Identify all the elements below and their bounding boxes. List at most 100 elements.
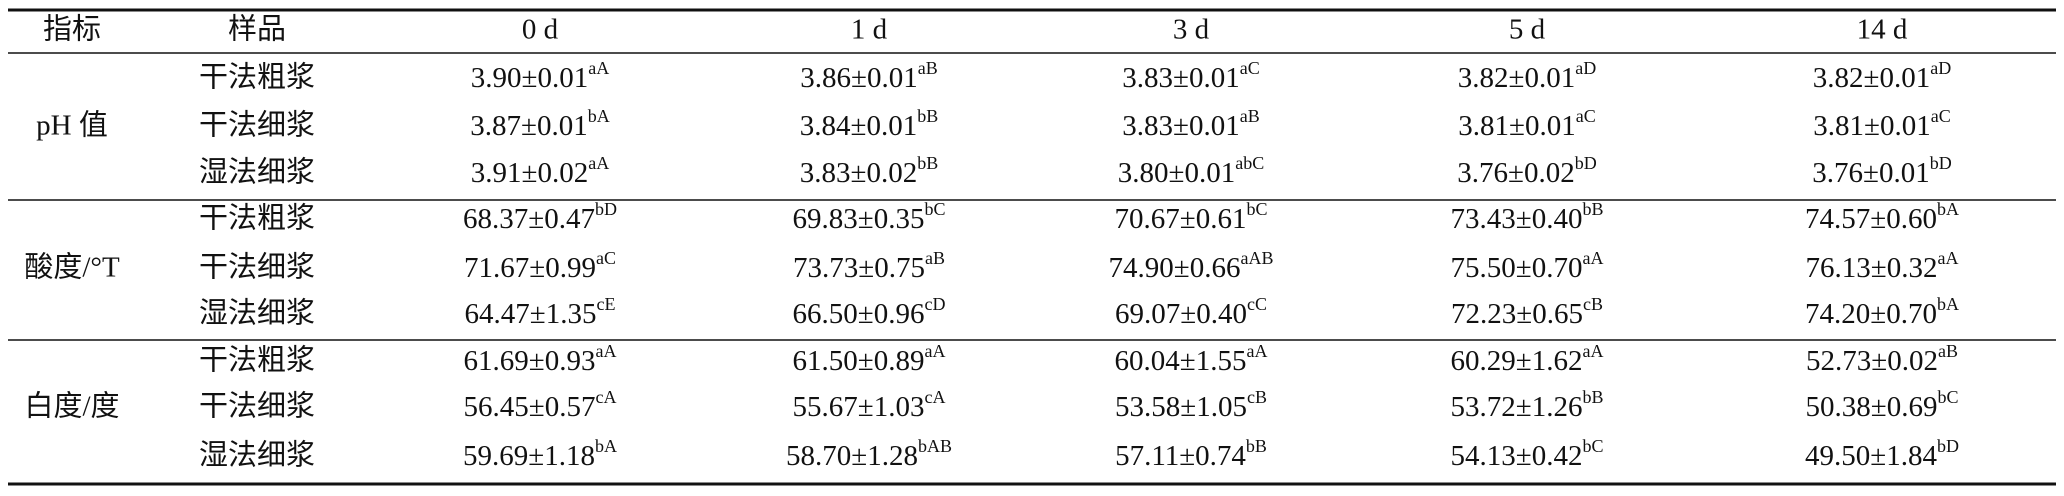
- value-cell: 3.76±0.02bD: [1457, 153, 1596, 189]
- significance: aA: [1582, 248, 1603, 268]
- significance: aB: [1938, 341, 1958, 361]
- value: 57.11±0.74: [1115, 440, 1246, 472]
- value-cell: 73.43±0.40bB: [1451, 199, 1604, 235]
- value-cell: 3.84±0.01bB: [800, 106, 938, 142]
- value-cell: 3.86±0.01aB: [800, 58, 937, 94]
- significance: aA: [595, 341, 616, 361]
- significance: bB: [1582, 199, 1603, 219]
- significance: bB: [917, 106, 938, 126]
- sample: 湿法细浆: [199, 156, 315, 189]
- value-cell: 3.83±0.01aC: [1122, 58, 1259, 94]
- value: 3.76±0.01: [1812, 157, 1929, 189]
- value: 60.04±1.55: [1115, 345, 1247, 377]
- significance: bB: [1582, 387, 1603, 407]
- value: 3.90±0.01: [471, 62, 588, 94]
- value-cell: 3.82±0.01aD: [1813, 58, 1951, 94]
- value: 53.72±1.26: [1451, 391, 1583, 423]
- significance: aC: [1931, 106, 1951, 126]
- significance: cB: [1583, 294, 1603, 314]
- significance: bD: [1575, 153, 1597, 173]
- value-cell: 71.67±0.99aC: [464, 248, 616, 284]
- header-cell: 1 d: [851, 14, 888, 46]
- significance: bC: [1246, 199, 1267, 219]
- significance: abC: [1235, 153, 1264, 173]
- value-cell: 3.81±0.01aC: [1458, 106, 1595, 142]
- value: 53.58±1.05: [1115, 391, 1247, 423]
- header-cell: 3 d: [1173, 14, 1210, 46]
- indicator: 酸度/°T: [24, 251, 120, 284]
- value: 3.82±0.01: [1458, 62, 1575, 94]
- value-cell: 53.72±1.26bB: [1451, 387, 1604, 423]
- significance: bC: [1937, 387, 1958, 407]
- sample: 湿法细浆: [199, 439, 315, 472]
- significance: bD: [1930, 153, 1952, 173]
- value-cell: 61.50±0.89aA: [793, 341, 946, 377]
- value-cell: 3.82±0.01aD: [1458, 58, 1596, 94]
- significance: bA: [1937, 294, 1959, 314]
- value: 64.47±1.35: [465, 298, 597, 330]
- significance: cA: [924, 387, 945, 407]
- value: 60.29±1.62: [1451, 345, 1583, 377]
- value: 69.83±0.35: [793, 203, 925, 235]
- value: 59.69±1.18: [463, 440, 595, 472]
- sample: 干法细浆: [199, 251, 315, 284]
- value: 70.67±0.61: [1115, 203, 1247, 235]
- value: 72.23±0.65: [1451, 298, 1583, 330]
- significance: bB: [1246, 436, 1267, 456]
- value-cell: 3.87±0.01bA: [470, 106, 609, 142]
- value-cell: 74.90±0.66aAB: [1109, 248, 1274, 284]
- significance: aC: [1576, 106, 1596, 126]
- sample: 湿法细浆: [199, 297, 315, 330]
- value: 61.50±0.89: [793, 345, 925, 377]
- value: 3.83±0.01: [1122, 110, 1239, 142]
- value-cell: 3.90±0.01aA: [471, 58, 609, 94]
- indicator: 白度/度: [24, 390, 119, 423]
- significance: aA: [924, 341, 945, 361]
- significance: aD: [1930, 58, 1951, 78]
- indicator: pH 值: [36, 109, 108, 142]
- value-cell: 3.80±0.01abC: [1118, 153, 1264, 189]
- value-cell: 50.38±0.69bC: [1806, 387, 1959, 423]
- header-cell: 14 d: [1857, 14, 1908, 46]
- value: 74.20±0.70: [1805, 298, 1937, 330]
- value: 3.91±0.02: [471, 157, 588, 189]
- significance: cA: [595, 387, 616, 407]
- value-cell: 57.11±0.74bB: [1115, 436, 1267, 472]
- value: 54.13±0.42: [1451, 440, 1583, 472]
- value: 50.38±0.69: [1806, 391, 1938, 423]
- significance: bAB: [918, 436, 952, 456]
- significance: aA: [588, 153, 609, 173]
- value-cell: 64.47±1.35cE: [465, 294, 616, 330]
- value: 49.50±1.84: [1805, 440, 1937, 472]
- value-cell: 74.20±0.70bA: [1805, 294, 1959, 330]
- significance: cE: [596, 294, 615, 314]
- value: 3.82±0.01: [1813, 62, 1930, 94]
- significance: aD: [1575, 58, 1596, 78]
- value: 74.90±0.66: [1109, 252, 1241, 284]
- significance: bD: [1937, 436, 1959, 456]
- value-cell: 73.73±0.75aB: [793, 248, 945, 284]
- significance: bA: [588, 106, 610, 126]
- significance: aB: [1240, 106, 1260, 126]
- header-cell: 样品: [228, 13, 286, 46]
- value: 3.81±0.01: [1813, 110, 1930, 142]
- value: 66.50±0.96: [793, 298, 925, 330]
- value-cell: 69.83±0.35bC: [793, 199, 946, 235]
- value-cell: 3.91±0.02aA: [471, 153, 609, 189]
- value: 69.07±0.40: [1115, 298, 1247, 330]
- significance: bC: [1582, 436, 1603, 456]
- value-cell: 3.83±0.02bB: [800, 153, 938, 189]
- value-cell: 55.67±1.03cA: [793, 387, 946, 423]
- value-cell: 68.37±0.47bD: [463, 199, 617, 235]
- significance: bD: [595, 199, 617, 219]
- significance: aC: [596, 248, 616, 268]
- significance: cC: [1247, 294, 1267, 314]
- value-cell: 53.58±1.05cB: [1115, 387, 1267, 423]
- value: 58.70±1.28: [786, 440, 918, 472]
- significance: aA: [1937, 248, 1958, 268]
- value-cell: 49.50±1.84bD: [1805, 436, 1959, 472]
- sample: 干法粗浆: [199, 61, 315, 94]
- significance: cD: [924, 294, 945, 314]
